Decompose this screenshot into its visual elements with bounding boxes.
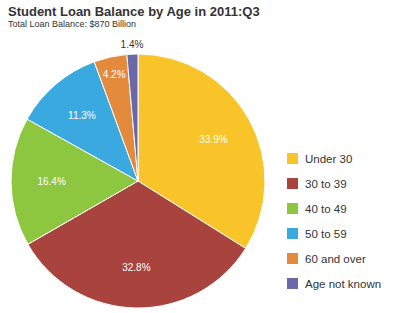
legend-label: Under 30 — [305, 153, 352, 165]
legend-item: 30 to 39 — [287, 178, 347, 190]
legend-label: Age not known — [305, 278, 381, 290]
legend-item: 40 to 49 — [287, 203, 347, 215]
pie — [11, 54, 265, 308]
legend-swatch — [287, 178, 298, 189]
legend-item: 60 and over — [287, 253, 366, 265]
chart: Student Loan Balance by Age in 2011:Q3To… — [0, 0, 402, 313]
legend-item: Under 30 — [287, 153, 352, 165]
legend-swatch — [287, 278, 298, 289]
title: Student Loan Balance by Age in 2011:Q3 — [8, 4, 260, 19]
pie-slice — [127, 54, 138, 181]
data-label: 4.2% — [103, 69, 126, 80]
legend-item: 50 to 59 — [287, 228, 347, 240]
legend-label: 50 to 59 — [305, 228, 347, 240]
legend: Under 30 30 to 39 40 to 49 50 to 59 60 and o… — [287, 153, 381, 290]
data-label: 11.3% — [68, 110, 96, 121]
data-labels: 33.9% 32.8% 16.4% 11.3% 4.2% 1.4% — [37, 39, 227, 273]
legend-swatch — [287, 228, 298, 239]
data-label: 16.4% — [37, 176, 65, 187]
legend-label: 30 to 39 — [305, 178, 347, 190]
legend-swatch — [287, 203, 298, 214]
data-label: 32.8% — [122, 262, 150, 273]
legend-item: Age not known — [287, 278, 381, 290]
pie-slice — [94, 54, 138, 181]
legend-label: 40 to 49 — [305, 203, 347, 215]
legend-swatch — [287, 253, 298, 264]
data-label: 33.9% — [199, 134, 227, 145]
legend-swatch — [287, 153, 298, 164]
data-label: 1.4% — [121, 39, 144, 50]
subtitle: Total Loan Balance: $870 Billion — [8, 19, 136, 29]
legend-label: 60 and over — [305, 253, 366, 265]
